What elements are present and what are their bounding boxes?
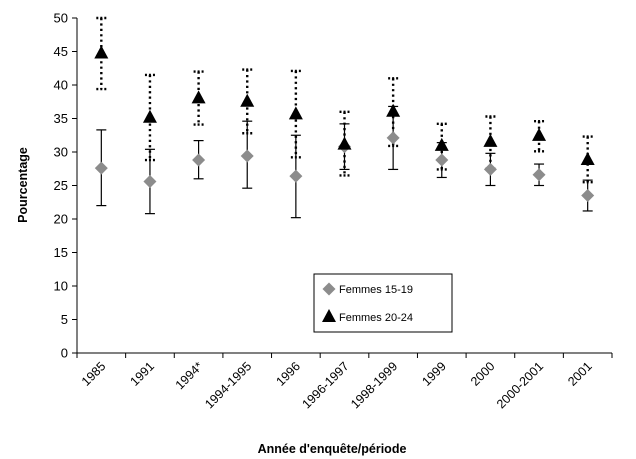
x-tick-label: 1998-1999	[348, 359, 400, 411]
x-tick-label: 2000-2001	[494, 359, 546, 411]
x-tick-label: 2000	[468, 359, 498, 389]
data-point	[532, 127, 547, 141]
data-point	[240, 149, 254, 163]
data-point	[580, 151, 595, 165]
y-tick-label: 15	[54, 245, 68, 260]
y-tick-label: 10	[54, 279, 68, 294]
y-ticks: 0 5 10 15 20 25 30 35 40 45 50	[54, 11, 77, 361]
data-point	[142, 109, 157, 123]
data-point	[483, 133, 498, 147]
y-tick-label: 5	[61, 312, 68, 327]
x-ticks: 1985 1991 1994*1994-1995 19961996-19971998-…	[76, 353, 613, 411]
data-point	[94, 45, 109, 59]
data-point	[191, 90, 206, 104]
data-point	[289, 169, 303, 183]
legend: Femmes 15-19 Femmes 20-24	[313, 273, 453, 333]
legend-label: Femmes 15-19	[339, 284, 413, 296]
data-point	[483, 162, 497, 176]
x-tick-label: 1994*	[173, 359, 206, 392]
data-point	[240, 93, 255, 107]
y-tick-label: 40	[54, 78, 68, 93]
data-point	[337, 136, 352, 150]
x-tick-label: 1991	[128, 359, 158, 389]
x-axis-title: Année d'enquête/période	[258, 442, 407, 456]
error-bars	[96, 16, 593, 219]
legend-marker	[322, 308, 336, 322]
y-tick-label: 50	[54, 11, 68, 26]
y-tick-label: 35	[54, 111, 68, 126]
x-tick-label: 1994-1995	[202, 359, 254, 411]
y-tick-label: 0	[61, 346, 68, 361]
y-tick-label: 45	[54, 44, 68, 59]
data-point	[386, 131, 400, 145]
data-point	[94, 161, 108, 175]
data-point	[192, 153, 206, 167]
x-tick-label: 1996	[273, 359, 303, 389]
legend-marker	[322, 282, 336, 296]
data-point	[434, 137, 449, 151]
data-point	[386, 103, 401, 117]
data-markers	[94, 45, 595, 203]
data-point	[581, 189, 595, 203]
y-tick-label: 25	[54, 178, 68, 193]
data-point	[435, 153, 449, 167]
legend-box	[313, 273, 453, 333]
data-point	[143, 174, 157, 188]
y-tick-label: 30	[54, 145, 68, 160]
x-tick-label: 1996-1997	[299, 359, 351, 411]
y-axis-title: Pourcentage	[16, 147, 30, 223]
legend-label: Femmes 20-24	[339, 312, 413, 324]
data-point	[532, 168, 546, 182]
data-point	[288, 106, 303, 120]
x-tick-label: 1985	[79, 359, 109, 389]
x-tick-label: 1999	[419, 359, 449, 389]
x-tick-label: 2001	[565, 359, 595, 389]
y-tick-label: 20	[54, 212, 68, 227]
